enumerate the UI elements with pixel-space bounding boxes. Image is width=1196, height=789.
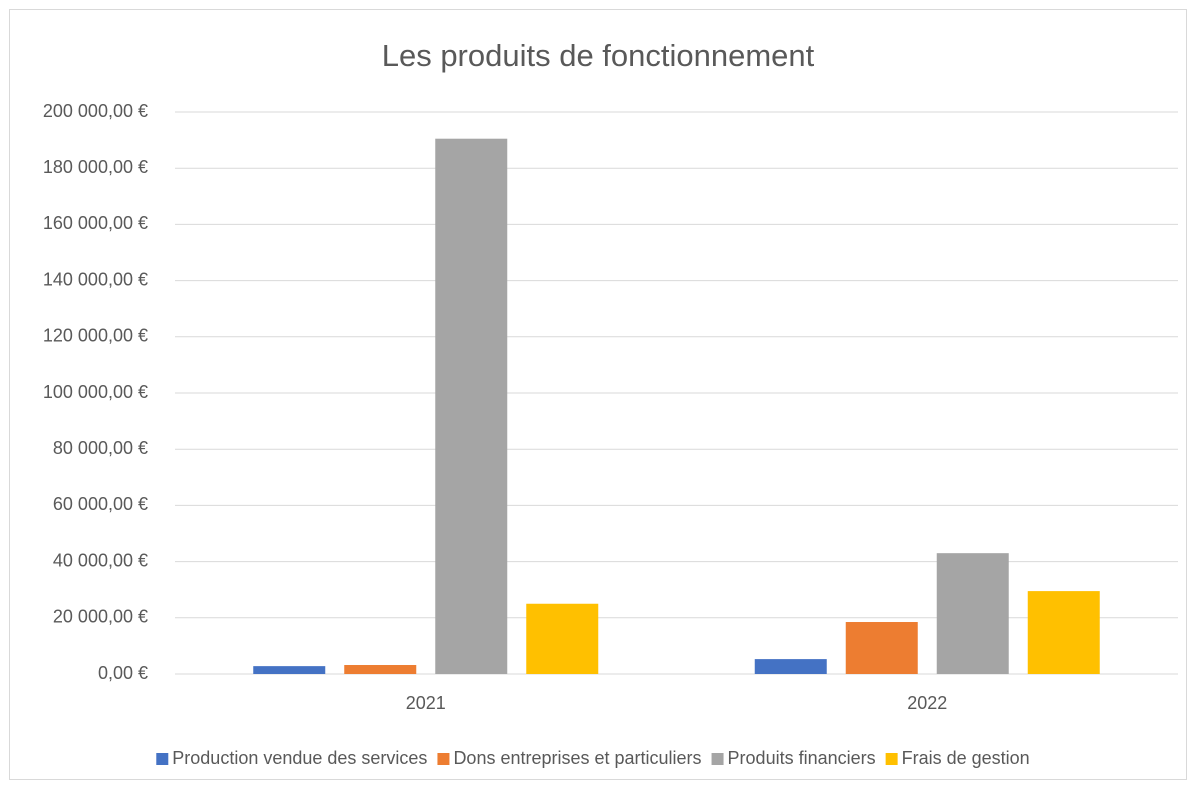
legend-swatch [437,753,450,765]
legend-label: Produits financiers [728,748,876,768]
bar [754,659,827,674]
y-tick-label: 60 000,00 € [53,494,148,514]
y-tick-label: 200 000,00 € [43,101,148,121]
y-tick-label: 160 000,00 € [43,213,148,233]
y-tick-label: 40 000,00 € [53,550,148,570]
legend-swatch [885,753,898,765]
y-tick-label: 180 000,00 € [43,157,148,177]
y-tick-label: 80 000,00 € [53,438,148,458]
bar [936,553,1009,674]
bar [344,665,417,674]
legend-label: Dons entreprises et particuliers [453,748,701,768]
legend-label: Frais de gestion [902,748,1030,768]
x-tick-label: 2021 [406,693,446,713]
bar [845,622,918,674]
chart-title: Les produits de fonctionnement [382,38,815,73]
y-tick-label: 120 000,00 € [43,326,148,346]
legend-swatch [711,753,724,765]
bar [253,666,326,674]
y-tick-label: 100 000,00 € [43,382,148,402]
bar [1027,591,1100,674]
y-tick-label: 20 000,00 € [53,607,148,627]
y-tick-label: 140 000,00 € [43,269,148,289]
legend-label: Production vendue des services [172,748,427,768]
legend-swatch [156,753,169,765]
x-tick-label: 2022 [907,693,947,713]
bar [526,603,599,674]
y-tick-label: 0,00 € [98,663,148,683]
bar [435,138,508,674]
